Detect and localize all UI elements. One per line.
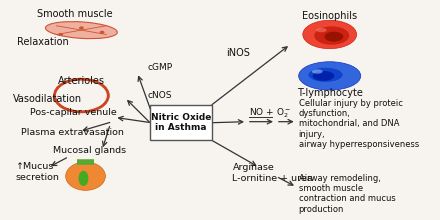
- Text: Mucosal glands: Mucosal glands: [53, 145, 126, 154]
- Text: cGMP: cGMP: [147, 63, 173, 72]
- Ellipse shape: [299, 62, 361, 90]
- Ellipse shape: [78, 171, 88, 186]
- Ellipse shape: [324, 32, 343, 42]
- FancyBboxPatch shape: [150, 105, 212, 140]
- Text: Arterioles: Arterioles: [58, 76, 105, 86]
- Text: Arginase
L-ornitine + urea: Arginase L-ornitine + urea: [232, 163, 313, 183]
- Text: Relaxation: Relaxation: [17, 37, 69, 47]
- Circle shape: [59, 34, 62, 35]
- Text: Vasodilatation: Vasodilatation: [13, 94, 82, 104]
- Ellipse shape: [312, 70, 323, 74]
- Ellipse shape: [316, 28, 327, 32]
- Circle shape: [80, 27, 83, 29]
- Ellipse shape: [313, 71, 334, 81]
- Text: Plasma extravasation: Plasma extravasation: [22, 128, 124, 137]
- Text: cNOS: cNOS: [147, 91, 172, 100]
- Text: Nitric Oxide
in Asthma: Nitric Oxide in Asthma: [150, 113, 211, 132]
- Ellipse shape: [308, 68, 343, 82]
- Text: Pos-capilar venule: Pos-capilar venule: [30, 108, 117, 117]
- Ellipse shape: [45, 22, 117, 39]
- Ellipse shape: [314, 26, 349, 45]
- Text: Airway remodeling,
smooth muscle
contraction and mucus
production: Airway remodeling, smooth muscle contrac…: [299, 174, 396, 214]
- Circle shape: [100, 31, 104, 33]
- Text: Eosinophils: Eosinophils: [302, 11, 357, 21]
- Text: iNOS: iNOS: [226, 48, 250, 58]
- Ellipse shape: [61, 83, 102, 108]
- Ellipse shape: [303, 20, 356, 49]
- Text: ↑Mucus
secretion: ↑Mucus secretion: [15, 162, 59, 181]
- Text: Smooth muscle: Smooth muscle: [37, 9, 113, 19]
- Text: NO + O$_2^-$: NO + O$_2^-$: [249, 106, 291, 119]
- Ellipse shape: [66, 162, 106, 190]
- Text: T-lymphocyte: T-lymphocyte: [297, 88, 363, 98]
- Text: Cellular injury by proteic
dysfunction,
mitochondrial, and DNA
injury,
airway hy: Cellular injury by proteic dysfunction, …: [299, 99, 419, 149]
